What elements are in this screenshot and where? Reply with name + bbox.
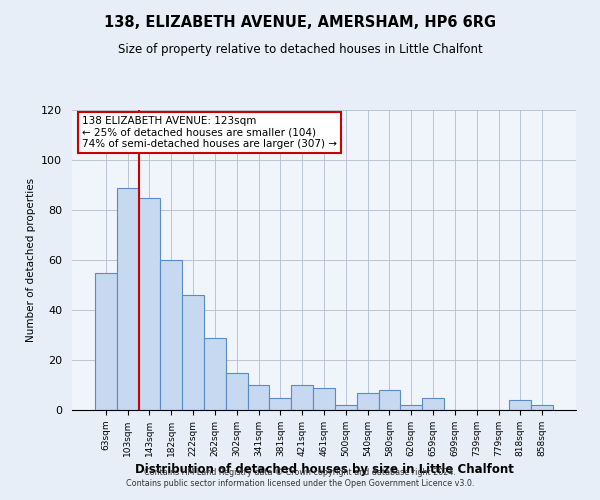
Text: Size of property relative to detached houses in Little Chalfont: Size of property relative to detached ho…	[118, 42, 482, 56]
Y-axis label: Number of detached properties: Number of detached properties	[26, 178, 35, 342]
Bar	[139, 198, 160, 410]
Bar	[335, 405, 357, 410]
Bar	[204, 338, 226, 410]
Bar	[117, 188, 139, 410]
X-axis label: Distribution of detached houses by size in Little Chalfont: Distribution of detached houses by size …	[134, 463, 514, 476]
Bar	[291, 385, 313, 410]
Bar	[400, 405, 422, 410]
Text: 138 ELIZABETH AVENUE: 123sqm
← 25% of detached houses are smaller (104)
74% of s: 138 ELIZABETH AVENUE: 123sqm ← 25% of de…	[82, 116, 337, 149]
Bar	[313, 388, 335, 410]
Bar	[379, 390, 400, 410]
Bar	[226, 372, 248, 410]
Bar	[160, 260, 182, 410]
Text: Contains HM Land Registry data © Crown copyright and database right 2024.
Contai: Contains HM Land Registry data © Crown c…	[126, 468, 474, 487]
Bar	[269, 398, 291, 410]
Bar	[422, 398, 444, 410]
Bar	[248, 385, 269, 410]
Bar	[182, 295, 204, 410]
Bar	[95, 272, 117, 410]
Text: 138, ELIZABETH AVENUE, AMERSHAM, HP6 6RG: 138, ELIZABETH AVENUE, AMERSHAM, HP6 6RG	[104, 15, 496, 30]
Bar	[357, 392, 379, 410]
Bar	[531, 405, 553, 410]
Bar	[509, 400, 531, 410]
